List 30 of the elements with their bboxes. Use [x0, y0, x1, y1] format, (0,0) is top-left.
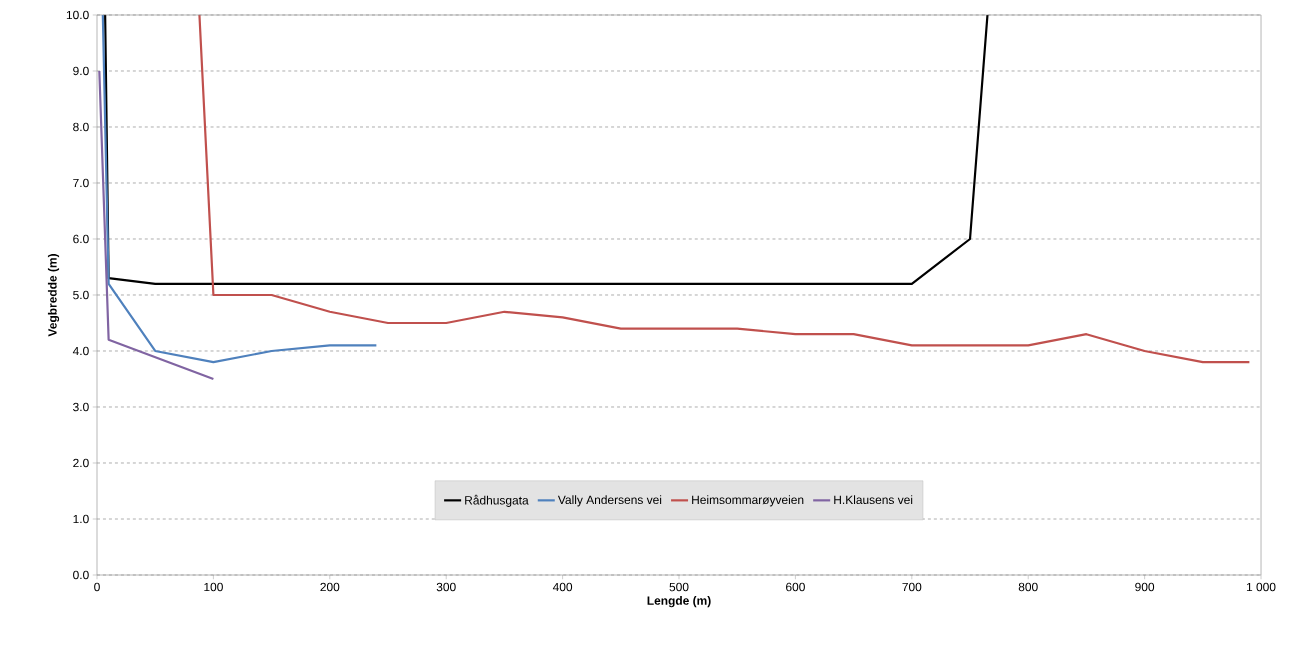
y-tick-label: 8.0 [73, 122, 89, 132]
x-tick-label: 800 [1018, 582, 1038, 592]
x-tick-label: 300 [436, 582, 456, 592]
x-tick-label: 700 [902, 582, 922, 592]
y-tick-label: 0.0 [73, 570, 89, 580]
y-tick-label: 9.0 [73, 66, 89, 76]
x-tick-label: 1 000 [1246, 582, 1276, 592]
y-tick-label: 10.0 [66, 10, 89, 20]
legend-label: Heimsommarøyveien [692, 495, 804, 507]
y-tick-label: 5.0 [73, 290, 89, 300]
y-tick-label: 4.0 [72, 346, 89, 356]
line-series [101, 14, 378, 364]
legend-label: H.Klausens vei [834, 495, 913, 505]
legend-label: Vally Andersens vei [557, 495, 662, 507]
x-tick-label: 900 [1135, 582, 1155, 592]
y-tick-label: 1.0 [73, 514, 89, 524]
x-tick-label: 500 [669, 582, 689, 592]
x-tick-label: 600 [786, 582, 805, 592]
y-tick-label: 6.0 [73, 234, 89, 244]
x-tick-label: 100 [204, 582, 223, 592]
x-tick-label: 0 [94, 582, 100, 592]
y-axis-title: Vegbredde (m) [47, 254, 60, 337]
y-tick-label: 3.0 [73, 402, 89, 412]
x-tick-label: 200 [320, 582, 340, 592]
x-tick-label: 400 [552, 582, 573, 592]
x-axis-title: Lengde (m) [647, 596, 711, 608]
y-tick-label: 2.0 [73, 458, 89, 468]
line-series [104, 14, 989, 285]
legend-label: Rådhusgata [465, 494, 529, 507]
y-tick-label: 7.0 [73, 178, 89, 188]
